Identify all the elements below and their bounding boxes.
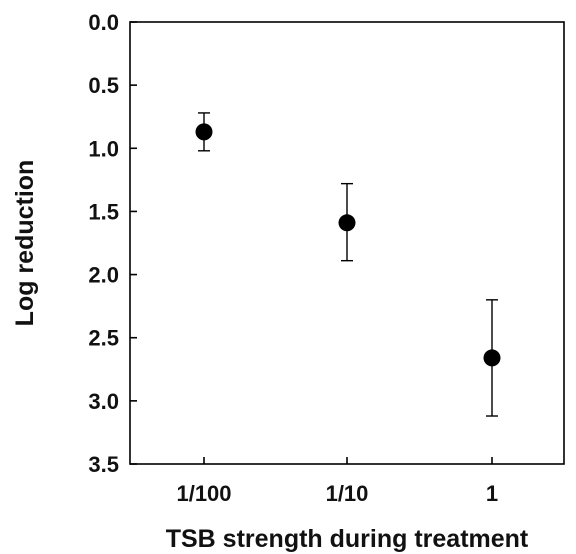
data-point xyxy=(338,214,356,232)
data-series xyxy=(195,112,501,417)
x-tick-label: 1/10 xyxy=(326,481,369,506)
data-point xyxy=(195,123,213,141)
y-tick-label: 2.0 xyxy=(88,263,119,288)
x-axis-ticks: 1/100 1/10 1 xyxy=(176,457,498,506)
y-axis-ticks: 0.0 0.5 1.0 1.5 2.0 2.5 3.0 3.5 xyxy=(88,10,137,477)
x-tick-label: 1 xyxy=(486,481,498,506)
y-tick-label: 1.5 xyxy=(88,199,119,224)
y-tick-label: 0.0 xyxy=(88,10,119,35)
x-tick-label: 1/100 xyxy=(176,481,231,506)
y-tick-label: 3.0 xyxy=(88,389,119,414)
y-tick-label: 1.0 xyxy=(88,136,119,161)
x-axis-label: TSB strength during treatment xyxy=(166,525,529,553)
y-tick-label: 2.5 xyxy=(88,326,119,351)
data-point xyxy=(483,349,501,367)
y-tick-label: 0.5 xyxy=(88,73,119,98)
y-tick-label: 3.5 xyxy=(88,452,119,477)
y-axis-label: Log reduction xyxy=(11,160,39,327)
